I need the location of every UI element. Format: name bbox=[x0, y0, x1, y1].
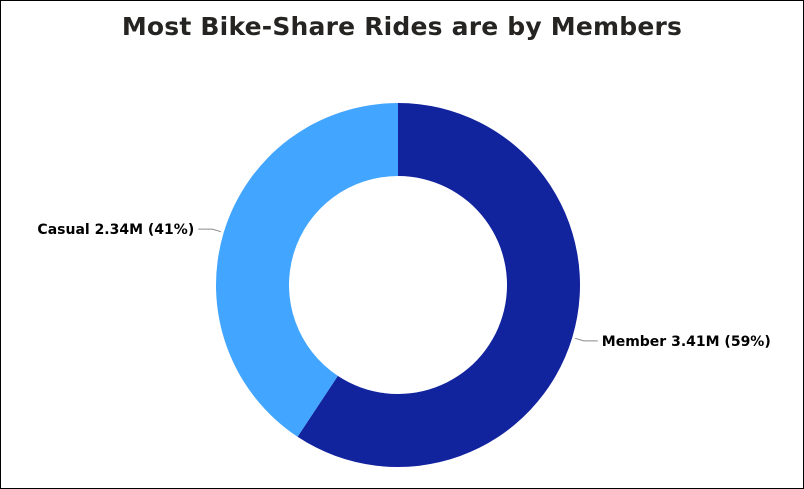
data-label-casual: Casual 2.34M (41%) bbox=[37, 222, 194, 238]
donut-slice-member[interactable] bbox=[297, 103, 580, 467]
leader-line-member bbox=[575, 337, 598, 342]
leader-line-casual bbox=[198, 228, 221, 233]
chart-title: Most Bike-Share Rides are by Members bbox=[121, 12, 683, 41]
donut-slices bbox=[216, 103, 580, 467]
data-label-member: Member 3.41M (59%) bbox=[602, 334, 771, 350]
donut-slice-casual[interactable] bbox=[216, 103, 398, 437]
slice-labels: Member 3.41M (59%) Casual 2.34M (41%) bbox=[37, 222, 770, 350]
leader-lines bbox=[198, 228, 598, 342]
